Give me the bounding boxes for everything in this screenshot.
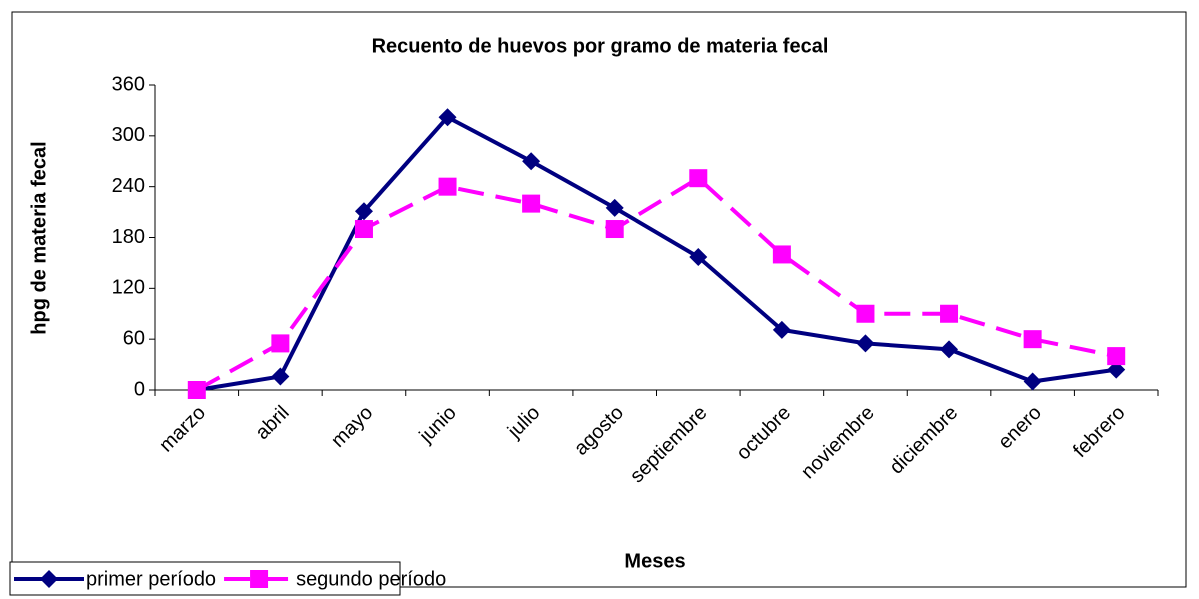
marker <box>438 108 457 127</box>
marker <box>772 320 791 339</box>
legend-label: segundo período <box>296 568 446 590</box>
marker <box>438 177 457 196</box>
marker <box>856 334 875 353</box>
y-axis-label: hpg de materia fecal <box>28 141 50 334</box>
marker <box>271 367 290 386</box>
marker <box>354 202 373 221</box>
y-tick-label: 360 <box>112 73 145 95</box>
marker <box>605 220 624 239</box>
marker <box>522 194 541 213</box>
marker <box>187 381 206 399</box>
marker <box>940 340 959 359</box>
y-tick-label: 180 <box>112 226 145 248</box>
marker <box>1023 330 1042 349</box>
marker <box>772 245 791 264</box>
y-tick-label: 0 <box>134 378 145 400</box>
series-line <box>196 114 1117 392</box>
marker <box>689 247 708 266</box>
marker <box>354 220 373 239</box>
marker <box>689 169 708 188</box>
legend-label: primer período <box>86 568 216 590</box>
marker <box>605 198 624 217</box>
marker <box>1023 372 1042 391</box>
y-tick-label: 120 <box>112 277 145 299</box>
marker <box>522 152 541 171</box>
series-line <box>195 175 1117 392</box>
marker <box>271 334 290 353</box>
marker <box>40 570 58 588</box>
y-tick-label: 60 <box>123 327 145 349</box>
y-tick-label: 240 <box>112 175 145 197</box>
marker <box>250 570 269 588</box>
y-tick-label: 300 <box>112 124 145 146</box>
marker <box>1107 360 1126 379</box>
marker <box>1107 347 1126 366</box>
x-axis-label: Meses <box>624 550 685 572</box>
marker <box>856 304 875 323</box>
chart-title: Recuento de huevos por gramo de materia … <box>372 35 829 57</box>
chart-border <box>11 11 1187 588</box>
marker <box>940 304 959 323</box>
